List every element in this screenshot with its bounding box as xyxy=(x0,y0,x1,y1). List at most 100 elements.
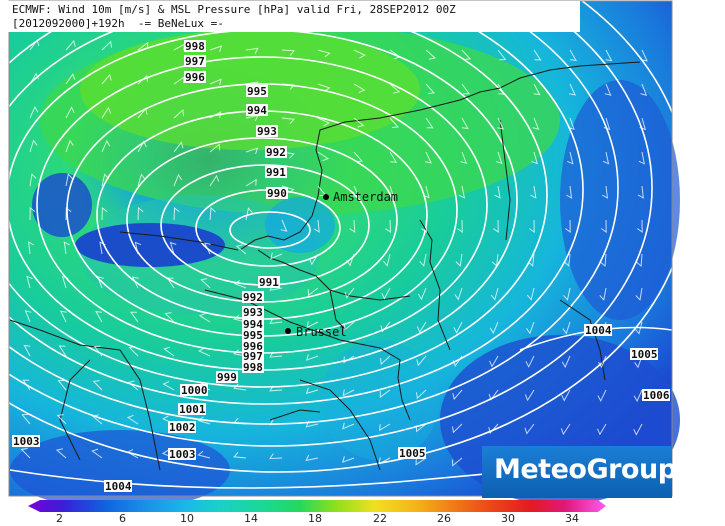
wind-barb xyxy=(567,151,574,165)
wind-barb xyxy=(458,185,466,199)
wind-barb xyxy=(423,185,430,199)
wind-barb xyxy=(173,173,183,187)
wind-barb xyxy=(245,47,259,54)
wind-barb xyxy=(63,241,70,255)
isobar-label: 993 xyxy=(243,306,263,319)
wind-barb xyxy=(562,321,571,335)
wind-barb xyxy=(126,414,139,425)
wind-barb xyxy=(389,117,400,128)
wind-barb xyxy=(637,219,643,233)
wind-barb xyxy=(382,253,391,267)
wind-barb xyxy=(209,111,222,119)
wind-barb xyxy=(455,253,463,267)
wind-barb xyxy=(101,106,112,119)
wind-barb xyxy=(101,173,109,187)
wind-barb xyxy=(425,151,432,164)
wind-barb xyxy=(134,241,142,255)
wind-barb xyxy=(306,321,319,329)
wind-barb xyxy=(131,276,139,289)
wind-barb xyxy=(20,448,31,459)
wind-barb xyxy=(57,379,67,391)
isobar-label: 995 xyxy=(247,85,267,98)
wind-barb xyxy=(568,117,575,131)
isobar-label: 992 xyxy=(266,146,286,159)
wind-barb xyxy=(93,345,103,357)
wind-barb xyxy=(137,173,146,187)
wind-barb xyxy=(29,207,36,221)
isobar-label: 1003 xyxy=(13,435,40,448)
colorbar-tick: 26 xyxy=(437,512,451,525)
wind-barb xyxy=(453,321,463,334)
wind-barb xyxy=(569,83,576,96)
isobar-label: 997 xyxy=(185,55,205,68)
wind-barb xyxy=(23,344,31,357)
wind-barb xyxy=(525,355,535,368)
wind-barb xyxy=(281,117,295,125)
map-subtitle: [2012092000]+192h -= BeNeLux =- xyxy=(10,17,226,30)
wind-barb xyxy=(65,139,74,153)
wind-barb xyxy=(101,139,111,153)
wind-barb xyxy=(381,287,391,300)
wind-barb xyxy=(198,312,211,323)
wind-barb xyxy=(55,448,67,459)
wind-barb xyxy=(634,321,643,335)
wind-barb xyxy=(235,244,247,255)
wind-barb xyxy=(532,117,540,130)
wind-barb xyxy=(209,174,220,187)
wind-barb xyxy=(56,414,67,425)
wind-barb xyxy=(65,173,73,187)
wind-barb xyxy=(29,39,40,51)
wind-barb xyxy=(305,354,319,361)
isobar-label: 1004 xyxy=(105,480,132,493)
wind-barb xyxy=(636,253,643,268)
wind-barb xyxy=(95,311,103,323)
wind-barb xyxy=(26,275,33,289)
isobar-label: 1001 xyxy=(179,403,206,416)
wind-barb xyxy=(497,49,507,61)
isobar-label: 992 xyxy=(243,291,263,304)
isobar-label: 1004 xyxy=(585,324,612,337)
wind-barb xyxy=(65,39,76,51)
wind-barb xyxy=(493,219,499,233)
wind-barb xyxy=(526,321,535,335)
wind-barb xyxy=(461,49,472,60)
wind-barb xyxy=(561,389,571,402)
wind-barb xyxy=(380,355,391,366)
map-title: ECMWF: Wind 10m [m/s] & MSL Pressure [hP… xyxy=(10,3,458,16)
wind-barb xyxy=(129,311,139,323)
wind-barb xyxy=(415,423,427,433)
wind-barb xyxy=(281,49,296,56)
wind-barb xyxy=(29,139,38,153)
wind-barb xyxy=(29,173,37,187)
wind-barb xyxy=(452,355,463,367)
isobar-label: 991 xyxy=(259,276,279,289)
wind-barb xyxy=(601,185,609,199)
isobar-label: 995 xyxy=(243,329,263,342)
wind-barb xyxy=(197,347,211,357)
wind-barb xyxy=(166,277,175,289)
colorbar-tick: 10 xyxy=(180,512,194,525)
wind-barb xyxy=(488,389,499,401)
wind-barb xyxy=(164,312,175,323)
wind-barb xyxy=(460,151,468,164)
wind-barb xyxy=(638,151,645,165)
wind-barb xyxy=(173,141,184,153)
wind-barb xyxy=(565,219,571,233)
wind-speed-field xyxy=(9,1,680,510)
wind-barb xyxy=(349,219,356,233)
wind-barb xyxy=(530,185,537,199)
wind-barb xyxy=(137,140,147,153)
wind-barb xyxy=(529,219,535,233)
wind-barb xyxy=(245,147,259,155)
wind-barb xyxy=(604,83,612,96)
wind-barb xyxy=(389,83,401,94)
isobar-label: 1002 xyxy=(169,421,196,434)
wind-barb xyxy=(65,73,76,85)
wind-barb xyxy=(415,457,427,466)
wind-barb xyxy=(200,278,211,289)
wind-barb xyxy=(309,253,319,266)
colorbar-tick: 6 xyxy=(119,512,126,525)
wind-barb xyxy=(560,423,571,436)
wind-barb xyxy=(425,83,436,94)
